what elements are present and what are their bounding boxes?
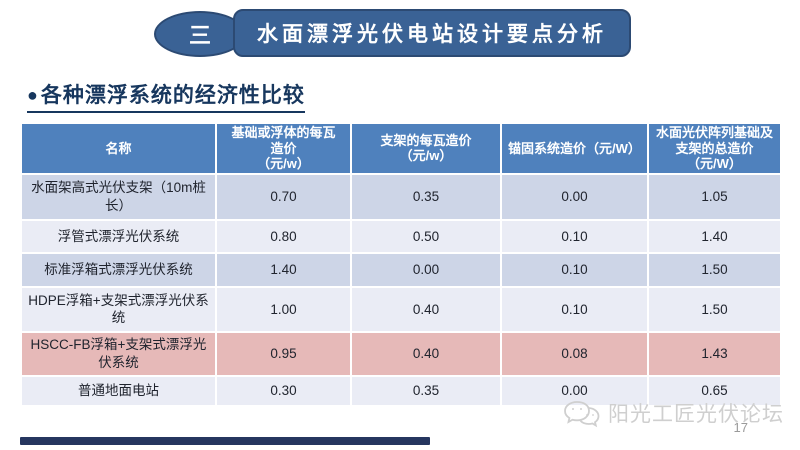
row-value: 0.00 [500,172,649,221]
row-value: 0.10 [500,251,649,288]
watermark: 阳光工匠光伏论坛 [562,398,784,428]
chat-bubbles-logo-icon [562,398,602,428]
row-value: 0.35 [350,374,502,407]
column-header: 名称 [20,122,217,175]
row-value: 1.50 [647,251,782,288]
row-value: 0.40 [350,285,502,333]
column-header: 锚固系统造价（元/W） [500,122,649,175]
row-name: HSCC-FB浮箱+支架式漂浮光伏系统 [20,330,217,377]
page-number: 17 [733,420,748,435]
table-row: HDPE浮箱+支架式漂浮光伏系统 1.00 0.40 0.10 1.50 [20,285,782,333]
row-value: 0.30 [215,374,352,407]
row-name: 普通地面电站 [20,374,217,407]
table-body: 水面架高式光伏支架（10m桩长） 0.70 0.35 0.00 1.05 浮管式漂浮光伏系… [20,172,782,407]
column-header: 基础或浮体的每瓦 造价 （元/w） [215,122,352,175]
section-heading-text: 各种漂浮系统的经济性比较 [40,84,305,107]
bullet-icon: ● [27,85,39,105]
bottom-bar [20,437,430,445]
row-value: 0.00 [350,251,502,288]
section-number-badge: 三 [154,11,246,57]
comparison-table: 名称 基础或浮体的每瓦 造价 （元/w） 支架的每瓦造价 （元/w） 锚固系统造价（元… [20,122,782,407]
row-value: 0.10 [500,285,649,333]
row-name: 标准浮箱式漂浮光伏系统 [20,251,217,288]
row-value: 0.10 [500,218,649,254]
column-header: 支架的每瓦造价 （元/w） [350,122,502,175]
row-value: 0.40 [350,330,502,377]
row-value: 1.40 [215,251,352,288]
table-row: 标准浮箱式漂浮光伏系统 1.40 0.00 0.10 1.50 [20,251,782,288]
row-name: 水面架高式光伏支架（10m桩长） [20,172,217,221]
table-header-row: 名称 基础或浮体的每瓦 造价 （元/w） 支架的每瓦造价 （元/w） 锚固系统造价（元… [20,122,782,175]
row-value: 0.08 [500,330,649,377]
row-value: 1.05 [647,172,782,221]
row-value: 1.40 [647,218,782,254]
table-row: HSCC-FB浮箱+支架式漂浮光伏系统 0.95 0.40 0.08 1.43 [20,330,782,377]
row-value: 0.65 [647,374,782,407]
row-value: 1.43 [647,330,782,377]
section-heading: ●各种漂浮系统的经济性比较 [27,79,305,113]
row-value: 1.50 [647,285,782,333]
row-value: 0.50 [350,218,502,254]
row-value: 0.70 [215,172,352,221]
table-row: 水面架高式光伏支架（10m桩长） 0.70 0.35 0.00 1.05 [20,172,782,221]
row-value: 1.00 [215,285,352,333]
table-row: 普通地面电站 0.30 0.35 0.00 0.65 [20,374,782,407]
watermark-text: 阳光工匠光伏论坛 [608,403,784,426]
row-name: 浮管式漂浮光伏系统 [20,218,217,254]
row-value: 0.95 [215,330,352,377]
row-name: HDPE浮箱+支架式漂浮光伏系统 [20,285,217,333]
slide-title: 水面漂浮光伏电站设计要点分析 [257,22,607,46]
slide-title-box: 水面漂浮光伏电站设计要点分析 [233,9,631,57]
table-row: 浮管式漂浮光伏系统 0.80 0.50 0.10 1.40 [20,218,782,254]
row-value: 0.35 [350,172,502,221]
column-header: 水面光伏阵列基础及支架的总造价（元/W） [647,122,782,175]
row-value: 0.80 [215,218,352,254]
section-number: 三 [188,23,211,48]
